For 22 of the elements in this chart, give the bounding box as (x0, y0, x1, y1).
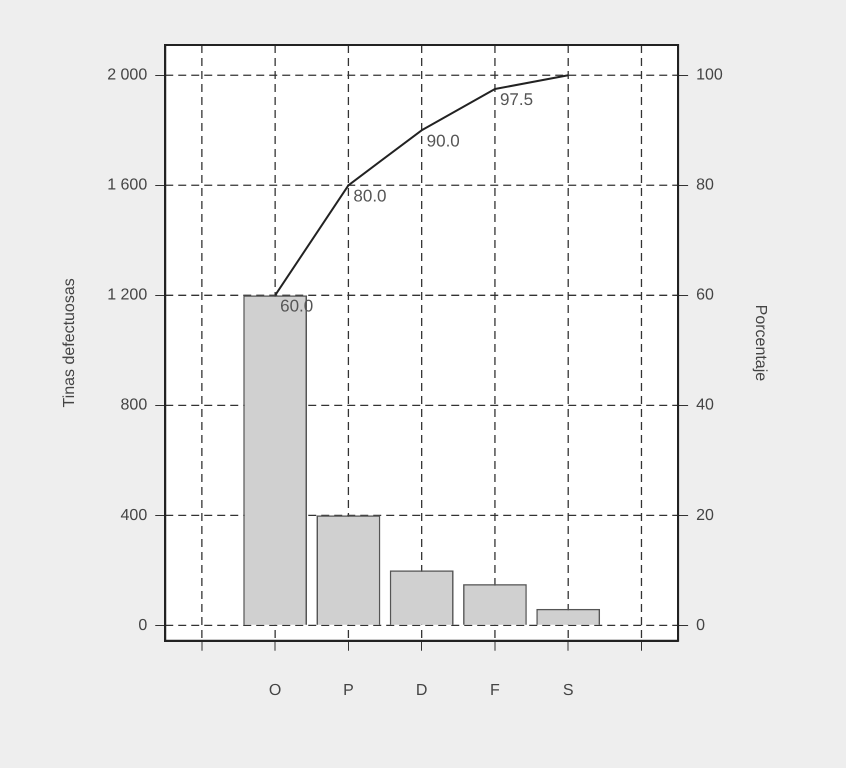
y-tick-label: 0 (138, 616, 148, 634)
x-tick-label: F (490, 682, 500, 699)
y-tick-label: 1 600 (107, 176, 148, 194)
y2-tick-label: 60 (696, 286, 714, 304)
y2-axis-title: Porcentaje (752, 304, 769, 382)
x-tick-label: S (562, 682, 574, 699)
data-label: 80.0 (353, 186, 386, 206)
y-tick-label: 400 (120, 506, 148, 524)
y-axis-title: Tinas defectuosas (61, 278, 78, 408)
y2-tick-label: 80 (696, 176, 714, 194)
y2-tick-label: 0 (696, 616, 706, 634)
x-tick-label: D (416, 682, 428, 699)
x-tick-label: P (343, 682, 354, 699)
data-label: 97.5 (500, 90, 534, 110)
y-tick-label: 2 000 (107, 66, 148, 84)
y-tick-label: 1 200 (107, 286, 148, 304)
data-label: 90.0 (426, 131, 460, 150)
x-tick-label: O (268, 682, 282, 699)
y-tick-label: 800 (120, 396, 148, 414)
y2-tick-label: 20 (696, 506, 714, 524)
y2-tick-label: 40 (696, 396, 714, 414)
y2-tick-label: 100 (696, 66, 723, 84)
